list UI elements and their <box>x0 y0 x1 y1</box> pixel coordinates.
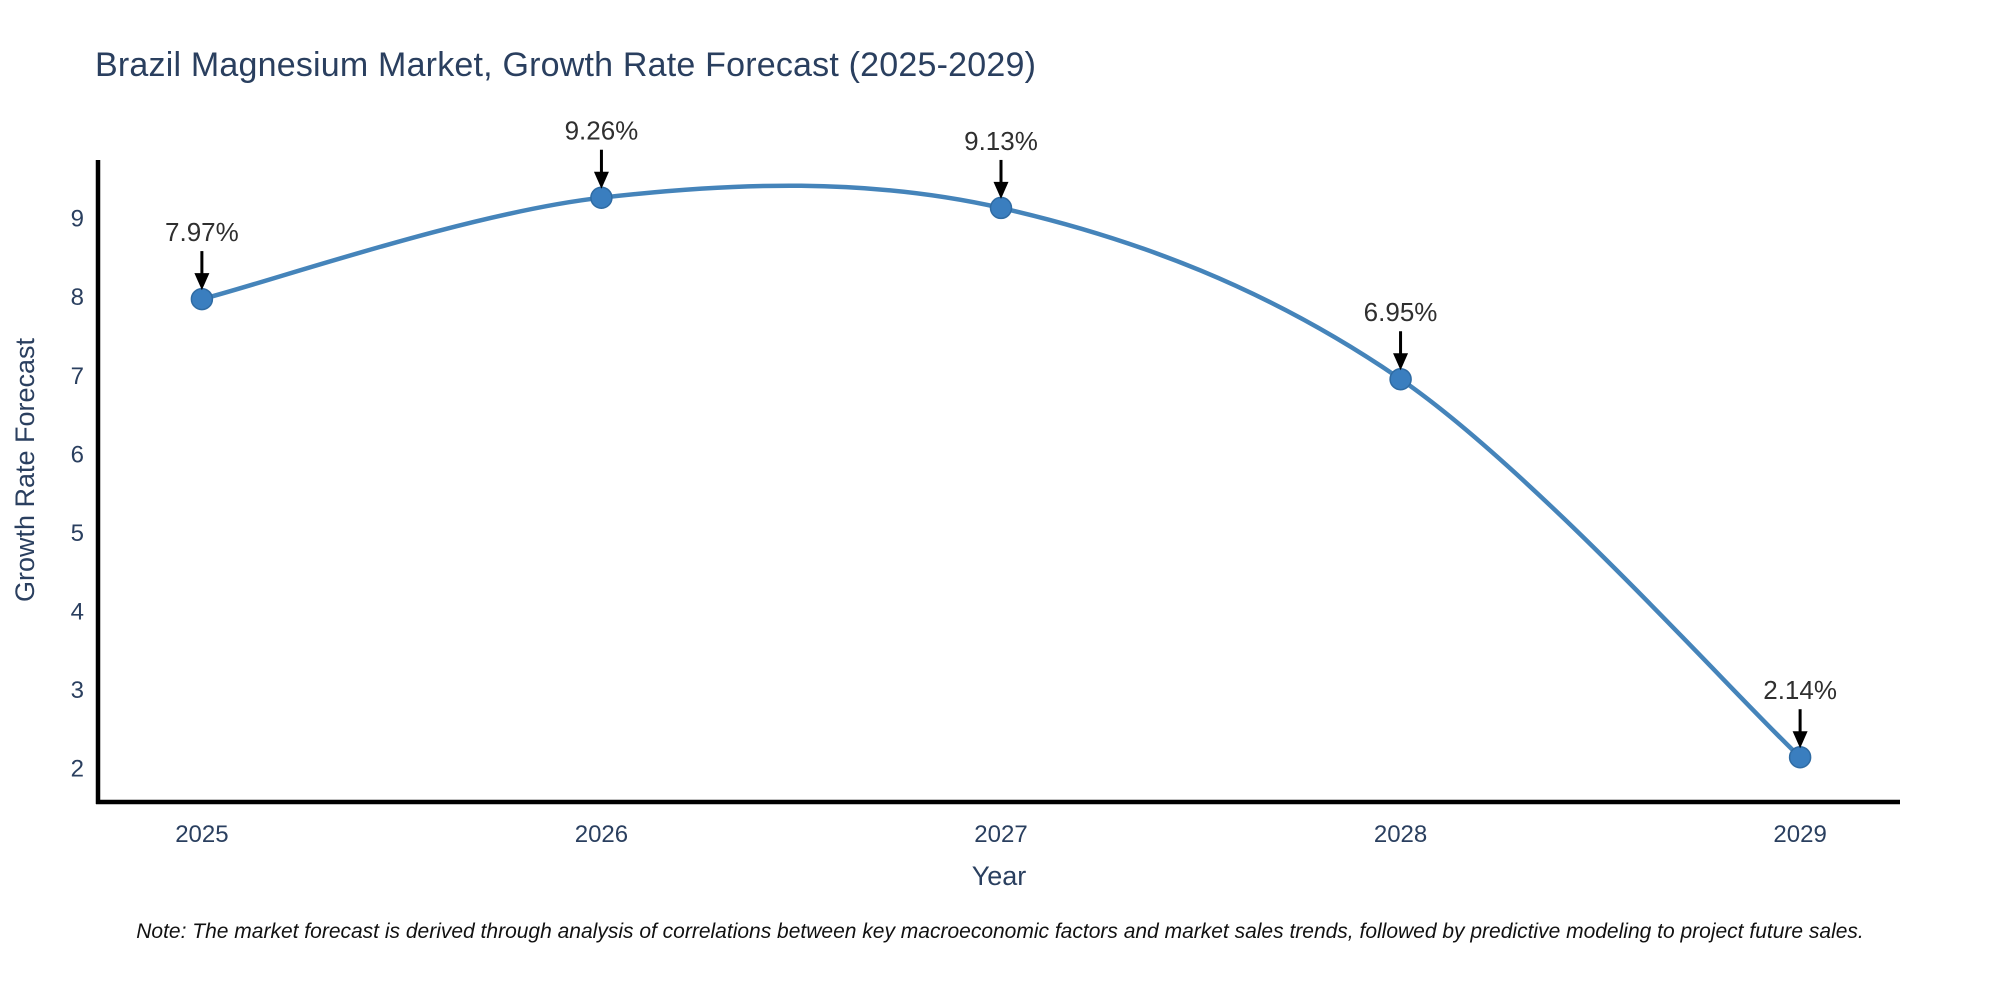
point-annotation-label: 9.26% <box>565 116 639 146</box>
annotation-arrowhead-icon <box>1792 731 1808 749</box>
data-point-marker <box>190 287 214 311</box>
point-annotation-label: 9.13% <box>964 126 1038 156</box>
y-tick-label: 6 <box>71 441 84 468</box>
annotation-arrowhead-icon <box>593 171 609 189</box>
data-point-marker <box>1389 367 1412 391</box>
x-tick-label: 2027 <box>974 821 1027 848</box>
point-annotation-label: 2.14% <box>1763 675 1837 705</box>
annotation-arrowhead-icon <box>1393 353 1409 371</box>
point-annotation-label: 7.97% <box>165 217 239 247</box>
y-axis-title: Growth Rate Forecast <box>10 337 40 602</box>
y-tick-label: 2 <box>71 756 84 783</box>
x-tick-label: 2025 <box>175 821 228 848</box>
chart-title: Brazil Magnesium Market, Growth Rate For… <box>95 46 1037 84</box>
x-tick-label: 2026 <box>575 821 628 848</box>
x-tick-label: 2029 <box>1773 821 1826 848</box>
y-tick-label: 3 <box>71 677 84 704</box>
footnote: Note: The market forecast is derived thr… <box>136 920 1864 943</box>
y-tick-label: 5 <box>71 520 84 547</box>
data-point-marker <box>590 186 613 209</box>
data-point-marker <box>1788 745 1812 769</box>
y-tick-label: 8 <box>71 284 84 311</box>
annotation-arrowhead-icon <box>194 273 210 291</box>
data-point-marker <box>989 196 1013 220</box>
y-tick-label: 9 <box>71 206 84 233</box>
y-tick-label: 7 <box>71 363 84 390</box>
x-tick-label: 2028 <box>1374 821 1427 848</box>
point-annotation-label: 6.95% <box>1364 297 1438 327</box>
x-axis-title: Year <box>972 861 1027 891</box>
y-tick-label: 4 <box>71 599 84 626</box>
forecast-spline-line <box>199 183 1803 760</box>
annotation-arrowhead-icon <box>993 181 1009 199</box>
